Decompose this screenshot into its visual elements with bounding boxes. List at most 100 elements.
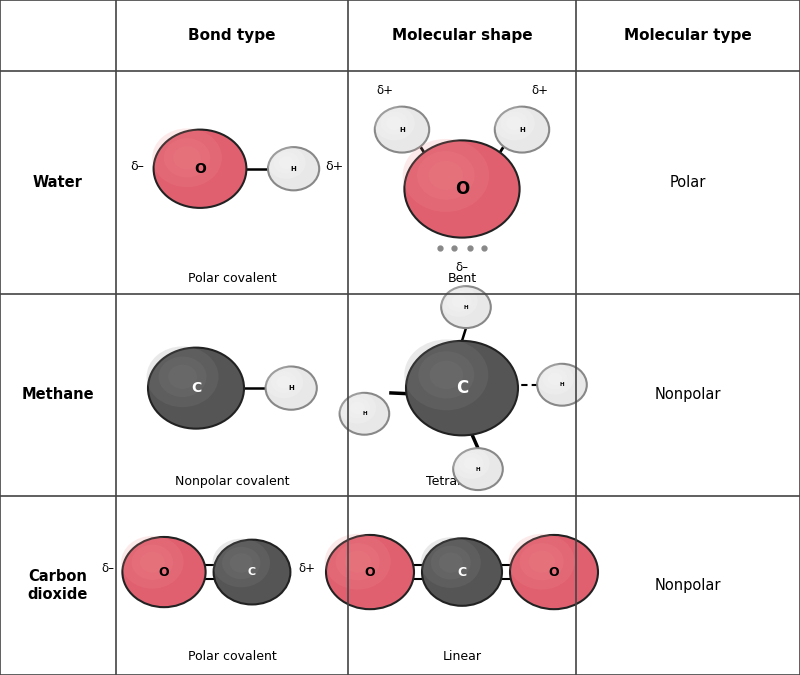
- Text: Polar covalent: Polar covalent: [188, 649, 276, 663]
- Circle shape: [452, 295, 466, 308]
- Text: H: H: [399, 127, 405, 132]
- Circle shape: [345, 398, 370, 418]
- Circle shape: [538, 364, 586, 406]
- Circle shape: [271, 371, 297, 393]
- Circle shape: [213, 539, 270, 587]
- Text: H: H: [288, 385, 294, 391]
- Circle shape: [148, 348, 244, 429]
- Circle shape: [506, 116, 522, 130]
- Circle shape: [152, 128, 222, 187]
- Text: O: O: [549, 566, 559, 578]
- Text: C: C: [248, 567, 256, 577]
- Text: H: H: [464, 304, 468, 310]
- Circle shape: [438, 552, 462, 572]
- Circle shape: [276, 375, 292, 389]
- Circle shape: [404, 140, 520, 238]
- Circle shape: [529, 551, 555, 573]
- Text: H: H: [362, 411, 366, 416]
- Text: δ–: δ–: [455, 261, 469, 273]
- Circle shape: [453, 448, 490, 479]
- Text: Linear: Linear: [442, 649, 482, 663]
- Text: Polar: Polar: [670, 175, 706, 190]
- Text: Methane: Methane: [22, 387, 94, 402]
- Circle shape: [154, 130, 246, 208]
- Circle shape: [265, 366, 303, 398]
- Circle shape: [339, 392, 376, 424]
- Text: δ–: δ–: [130, 159, 144, 173]
- Text: Molecular type: Molecular type: [624, 28, 752, 43]
- Text: H: H: [290, 166, 297, 171]
- Circle shape: [168, 364, 197, 389]
- Text: H: H: [476, 466, 480, 472]
- Text: O: O: [365, 566, 375, 578]
- Text: Nonpolar covalent: Nonpolar covalent: [174, 475, 290, 488]
- Circle shape: [430, 360, 463, 389]
- Text: δ+: δ+: [531, 84, 548, 97]
- Circle shape: [146, 346, 218, 407]
- Circle shape: [429, 161, 463, 190]
- Text: Bond type: Bond type: [188, 28, 276, 43]
- Circle shape: [121, 536, 183, 589]
- Circle shape: [140, 551, 165, 573]
- Text: δ+: δ+: [298, 562, 315, 575]
- Circle shape: [453, 448, 503, 490]
- Text: C: C: [191, 381, 201, 395]
- Circle shape: [422, 539, 502, 606]
- Text: δ+: δ+: [376, 84, 393, 97]
- Circle shape: [509, 534, 574, 589]
- Text: O: O: [455, 180, 469, 198]
- Circle shape: [537, 363, 574, 395]
- Circle shape: [325, 534, 390, 589]
- Circle shape: [494, 107, 550, 153]
- Text: Carbon
dioxide: Carbon dioxide: [28, 570, 88, 602]
- Circle shape: [464, 457, 478, 470]
- Circle shape: [374, 106, 414, 140]
- Circle shape: [404, 340, 488, 410]
- Circle shape: [520, 543, 564, 580]
- Circle shape: [350, 402, 365, 414]
- Circle shape: [442, 286, 491, 328]
- Circle shape: [266, 367, 317, 410]
- Text: δ+: δ+: [326, 159, 344, 173]
- Circle shape: [548, 373, 562, 385]
- Circle shape: [267, 146, 306, 179]
- Text: H: H: [519, 127, 525, 132]
- Circle shape: [446, 291, 471, 312]
- Circle shape: [326, 535, 414, 609]
- Circle shape: [173, 146, 201, 169]
- Circle shape: [458, 453, 483, 474]
- Circle shape: [274, 152, 299, 173]
- Circle shape: [336, 543, 380, 580]
- Circle shape: [340, 393, 390, 435]
- Circle shape: [510, 535, 598, 609]
- Circle shape: [158, 356, 206, 397]
- Text: Polar covalent: Polar covalent: [188, 272, 276, 286]
- Circle shape: [214, 540, 290, 605]
- Text: Bent: Bent: [447, 272, 477, 286]
- Circle shape: [421, 537, 481, 588]
- Circle shape: [222, 547, 261, 579]
- Circle shape: [402, 139, 489, 212]
- Circle shape: [131, 545, 173, 580]
- Circle shape: [375, 107, 430, 153]
- Circle shape: [381, 111, 408, 134]
- Circle shape: [542, 369, 567, 389]
- Text: Nonpolar: Nonpolar: [654, 578, 722, 593]
- Circle shape: [494, 106, 534, 140]
- Circle shape: [278, 156, 294, 169]
- Circle shape: [417, 151, 474, 200]
- Text: H: H: [560, 382, 564, 387]
- Circle shape: [230, 554, 253, 572]
- Circle shape: [430, 545, 470, 579]
- Circle shape: [418, 351, 474, 398]
- Text: Tetrahedral: Tetrahedral: [426, 475, 498, 488]
- Circle shape: [501, 111, 528, 134]
- Text: Water: Water: [33, 175, 83, 190]
- Circle shape: [386, 116, 402, 130]
- Circle shape: [122, 537, 206, 608]
- Text: δ–: δ–: [102, 562, 114, 575]
- Circle shape: [406, 341, 518, 435]
- Circle shape: [345, 551, 371, 573]
- Circle shape: [441, 286, 478, 317]
- Text: C: C: [456, 379, 468, 397]
